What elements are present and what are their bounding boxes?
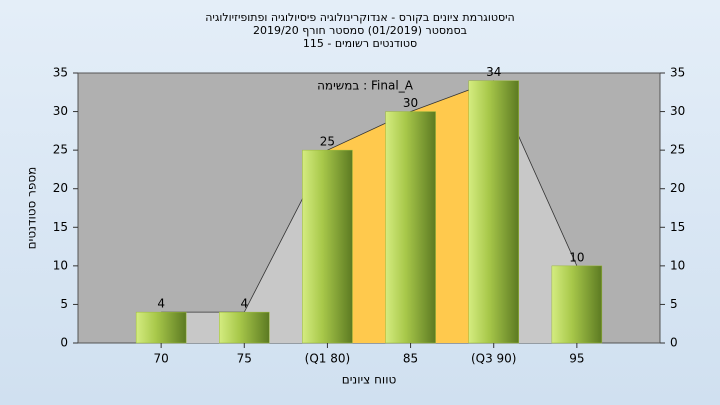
bar <box>551 265 603 344</box>
plot: 0 5 10 15 20 25 30 35 0 5 10 15 20 25 30 35 4 70 4 75 25 (Q1 … <box>53 65 686 365</box>
bar <box>135 311 187 344</box>
x-tick-label: 70 <box>154 352 169 366</box>
y-tick-label: 30 <box>53 104 68 118</box>
y-tick-label: 5 <box>60 297 68 311</box>
y-tick-label: 35 <box>53 66 68 80</box>
x-tick-label: 75 <box>237 352 252 366</box>
y-tick-label: 0 <box>60 336 68 350</box>
y2-tick-label: 20 <box>670 181 685 195</box>
value-label: 10 <box>569 250 584 264</box>
y-tick-label: 10 <box>53 258 68 272</box>
title-line: היסטוגרמת ציונים בקורס - אנדוקרינולוגיה … <box>205 11 515 24</box>
y-axis-label: מספר סטודנטים <box>25 167 39 250</box>
title-line: סטודנטים רשומים - 115 <box>303 37 417 50</box>
y-tick-label: 15 <box>53 220 68 234</box>
y2-tick-label: 15 <box>670 220 685 234</box>
y2-tick-label: 0 <box>670 336 678 350</box>
x-tick-label: (Q3 90) <box>471 352 517 366</box>
x-tick-label: 95 <box>569 352 584 366</box>
y2-tick-label: 10 <box>670 258 685 272</box>
y-tick-label: 25 <box>53 143 68 157</box>
x-axis-label: טווח ציונים <box>342 373 397 387</box>
y2-tick-label: 25 <box>670 143 685 157</box>
y2-tick-label: 35 <box>670 66 685 80</box>
value-label: 25 <box>320 135 335 149</box>
bar <box>302 149 353 344</box>
bar <box>385 111 436 344</box>
bar <box>468 80 519 344</box>
value-label: 30 <box>403 96 418 110</box>
annotation: במשימה : Final_A <box>317 79 414 93</box>
value-label: 4 <box>240 297 248 311</box>
title-line: בסמסטר (01/2019) סמסטר חורף 2019/20 <box>253 24 467 37</box>
value-label: 4 <box>157 297 165 311</box>
y-tick-label: 20 <box>53 181 68 195</box>
y2-tick-label: 30 <box>670 104 685 118</box>
y2-tick-label: 5 <box>670 297 678 311</box>
x-tick-label: (Q1 80) <box>305 352 351 366</box>
bar <box>219 311 270 344</box>
x-tick-label: 85 <box>403 352 418 366</box>
value-label: 34 <box>486 65 501 79</box>
